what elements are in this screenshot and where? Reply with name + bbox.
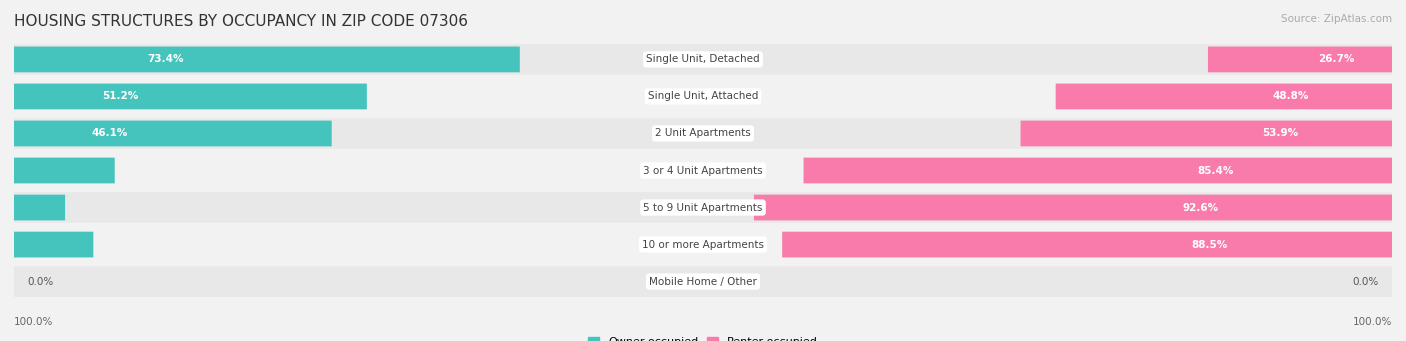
Text: 5 to 9 Unit Apartments: 5 to 9 Unit Apartments (644, 203, 762, 212)
FancyBboxPatch shape (14, 121, 332, 146)
Text: 0.0%: 0.0% (28, 277, 53, 286)
FancyBboxPatch shape (14, 81, 1392, 112)
FancyBboxPatch shape (1208, 47, 1392, 72)
FancyBboxPatch shape (14, 118, 1392, 149)
FancyBboxPatch shape (14, 158, 115, 183)
Text: 3 or 4 Unit Apartments: 3 or 4 Unit Apartments (643, 165, 763, 176)
Text: 48.8%: 48.8% (1272, 91, 1309, 102)
Text: 0.0%: 0.0% (1353, 277, 1378, 286)
Text: 73.4%: 73.4% (148, 55, 184, 64)
FancyBboxPatch shape (1056, 84, 1392, 109)
Text: 85.4%: 85.4% (1198, 165, 1233, 176)
FancyBboxPatch shape (804, 158, 1392, 183)
FancyBboxPatch shape (14, 229, 1392, 260)
Text: Mobile Home / Other: Mobile Home / Other (650, 277, 756, 286)
FancyBboxPatch shape (14, 84, 367, 109)
FancyBboxPatch shape (14, 47, 520, 72)
FancyBboxPatch shape (782, 232, 1392, 257)
FancyBboxPatch shape (1021, 121, 1392, 146)
Text: Single Unit, Detached: Single Unit, Detached (647, 55, 759, 64)
FancyBboxPatch shape (14, 195, 65, 220)
Text: 88.5%: 88.5% (1191, 239, 1227, 250)
FancyBboxPatch shape (754, 195, 1392, 220)
FancyBboxPatch shape (14, 192, 1392, 223)
Text: Source: ZipAtlas.com: Source: ZipAtlas.com (1281, 14, 1392, 24)
Text: 92.6%: 92.6% (1182, 203, 1219, 212)
Text: 51.2%: 51.2% (101, 91, 138, 102)
FancyBboxPatch shape (14, 155, 1392, 186)
Text: Single Unit, Attached: Single Unit, Attached (648, 91, 758, 102)
Text: 26.7%: 26.7% (1319, 55, 1355, 64)
Text: 46.1%: 46.1% (91, 129, 128, 138)
Text: 53.9%: 53.9% (1263, 129, 1299, 138)
Text: 10 or more Apartments: 10 or more Apartments (643, 239, 763, 250)
Legend: Owner-occupied, Renter-occupied: Owner-occupied, Renter-occupied (583, 332, 823, 341)
Text: 100.0%: 100.0% (14, 317, 53, 327)
FancyBboxPatch shape (14, 232, 93, 257)
Text: 2 Unit Apartments: 2 Unit Apartments (655, 129, 751, 138)
FancyBboxPatch shape (14, 44, 1392, 75)
Text: 100.0%: 100.0% (1353, 317, 1392, 327)
FancyBboxPatch shape (14, 266, 1392, 297)
Text: HOUSING STRUCTURES BY OCCUPANCY IN ZIP CODE 07306: HOUSING STRUCTURES BY OCCUPANCY IN ZIP C… (14, 14, 468, 29)
